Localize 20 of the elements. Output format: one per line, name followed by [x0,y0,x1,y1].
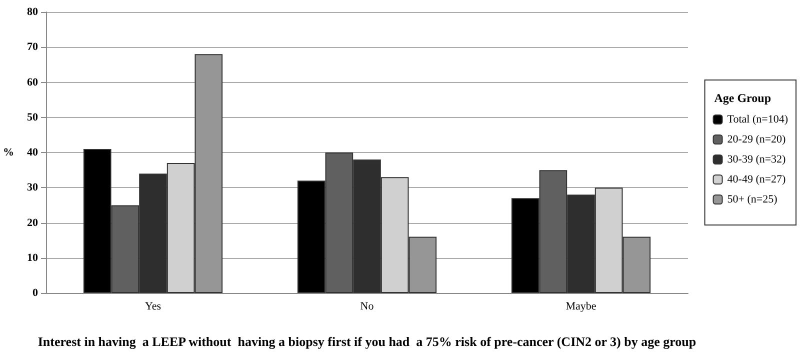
y-tick-label: 80 [27,6,38,18]
legend-label: 40-49 (n=27) [727,174,786,186]
x-axis-title: Interest in having a LEEP without having a biopsy first if you had a 75% risk of pre-cancer (CIN2 or 3) by age group [38,334,696,349]
x-tick-label: Yes [144,300,162,312]
legend-label: Total (n=104) [727,114,788,126]
legend-label: 50+ (n=25) [727,194,778,206]
x-tick-label: Maybe [566,300,596,312]
y-axis-title: % [3,146,14,158]
y-tick-label: 60 [27,76,38,88]
y-tick-label: 50 [27,111,38,124]
y-tick-label: 40 [27,146,38,158]
y-tick-label: 0 [32,287,38,299]
y-tick-label: 70 [27,41,38,54]
legend-title: Age Group [714,91,772,105]
legend-label: 30-39 (n=32) [727,154,786,166]
x-tick-label: No [360,300,374,312]
y-tick-label: 10 [27,252,38,264]
y-tick-label: 30 [27,182,38,194]
legend-label: 20-29 (n=20) [727,134,786,146]
y-tick-label: 20 [27,216,38,229]
